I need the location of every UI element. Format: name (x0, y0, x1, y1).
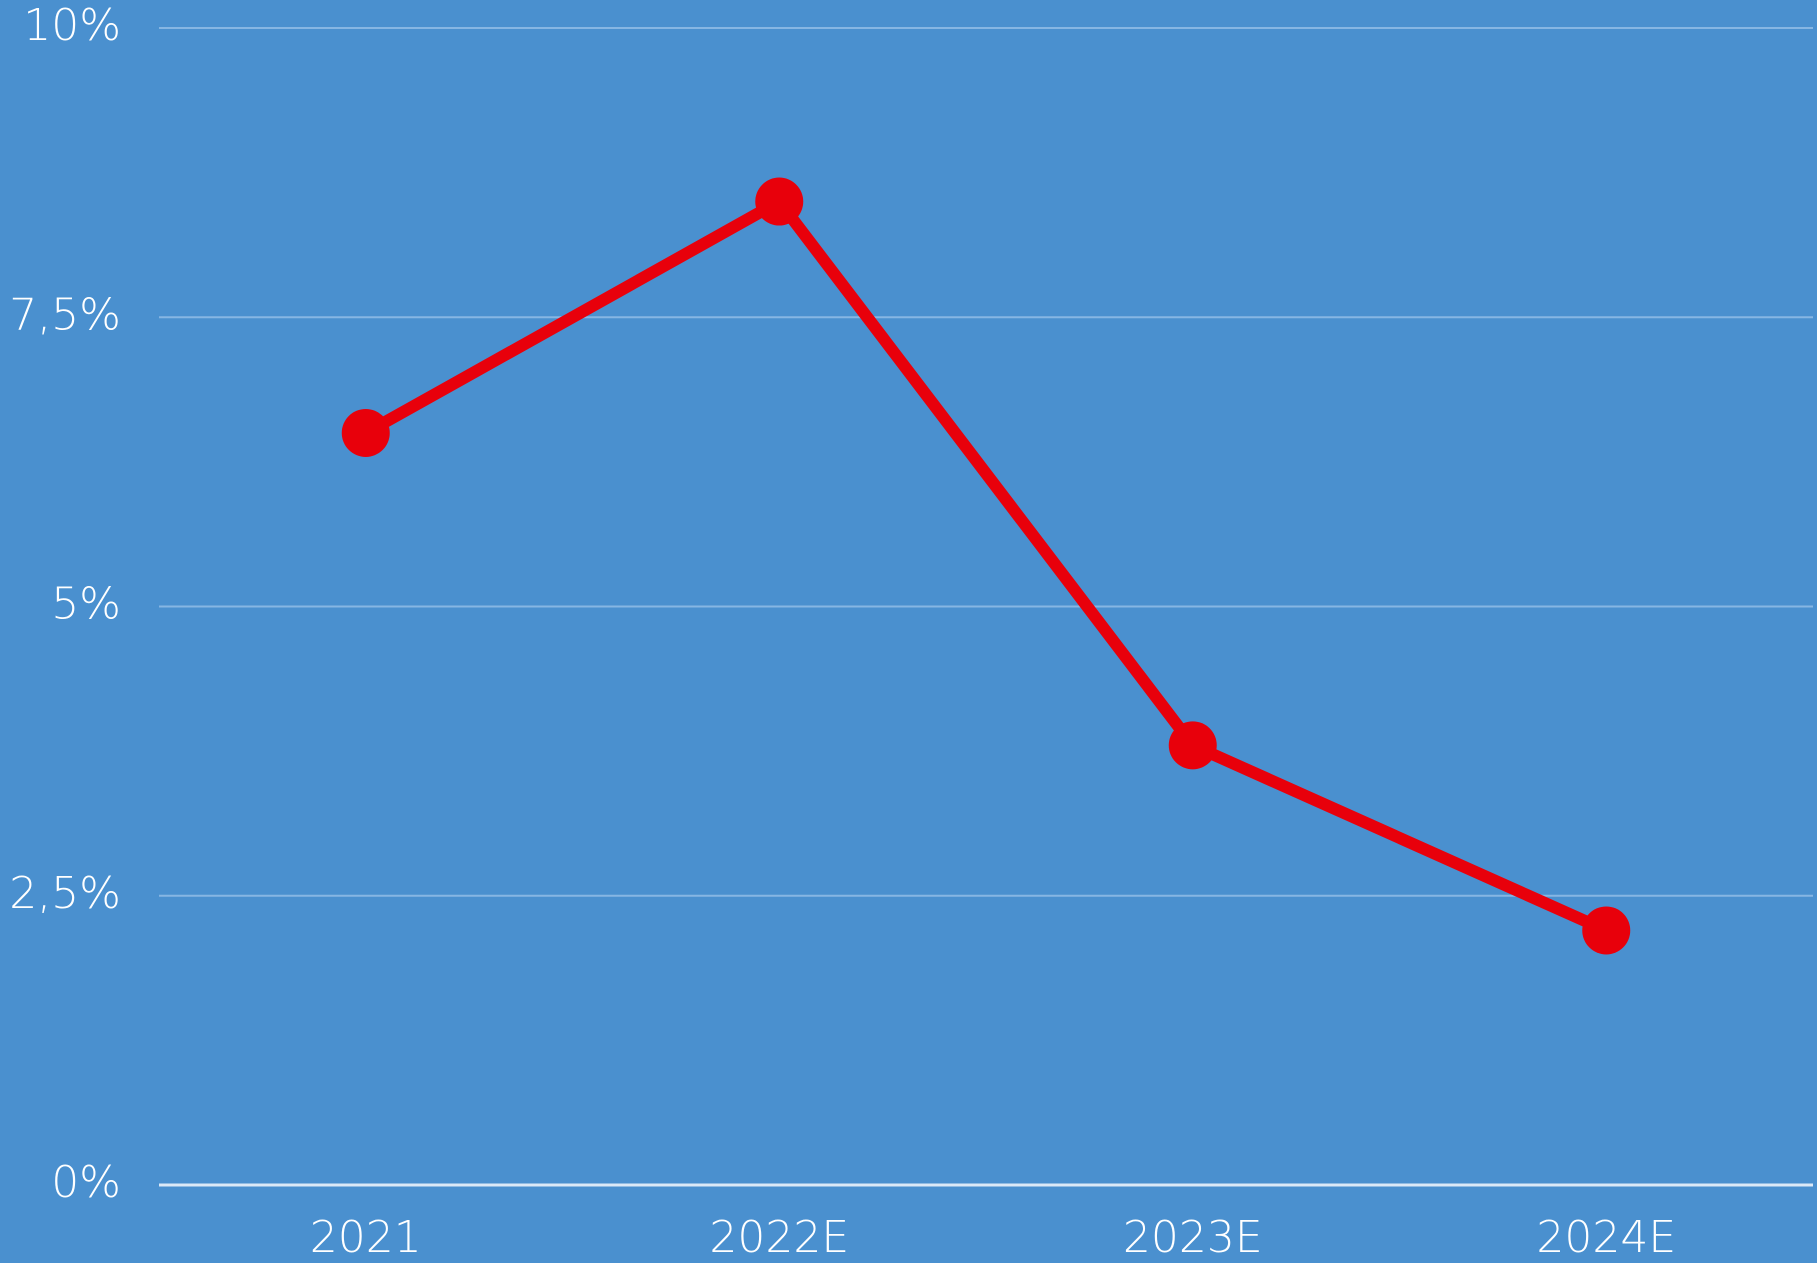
x-tick-label: 2021 (310, 1212, 422, 1263)
y-tick-label: 5% (51, 579, 121, 630)
x-tick-label: 2024E (1536, 1212, 1676, 1263)
marker (1168, 721, 1217, 770)
x-tick-label: 2023E (1123, 1212, 1263, 1263)
marker (341, 408, 390, 457)
marker (755, 177, 804, 226)
y-tick-label: 10% (23, 0, 121, 51)
x-tick-label: 2022E (709, 1212, 849, 1263)
line (362, 195, 1609, 936)
y-tick-label: 7,5% (9, 289, 121, 340)
y-tick-label: 0% (51, 1157, 121, 1208)
marker (1582, 906, 1631, 955)
y-tick-label: 2,5% (9, 868, 121, 919)
